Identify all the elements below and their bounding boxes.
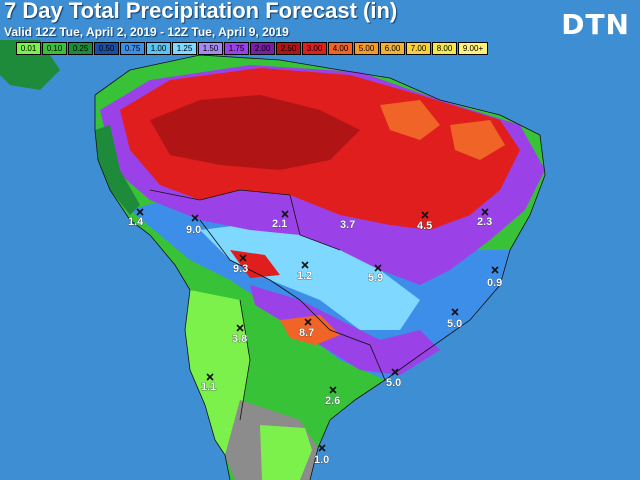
value-label: 1.2 (297, 270, 312, 282)
value-label: 9.3 (233, 263, 248, 275)
southeast-purple-zone (250, 285, 440, 375)
andes-light-zone (185, 290, 250, 455)
precip-legend: 0.01 0.10 0.25 0.50 0.75 1.00 1.25 1.50 1.75 2.00… (16, 42, 489, 55)
legend-swatch: 2.00 (250, 42, 275, 55)
value-label: 3.8 (232, 333, 247, 345)
orange-patch-north (380, 100, 440, 140)
value-label: 3.7 (340, 219, 355, 231)
country-borders (94, 54, 546, 480)
legend-swatch: 0.01 (16, 42, 41, 55)
legend-swatch: 9.00+ (458, 42, 488, 55)
legend-swatch: 1.50 (198, 42, 223, 55)
dark-red-zone (150, 95, 360, 170)
orange-patch-northeast (450, 120, 505, 160)
map-subtitle: Valid 12Z Tue, April 2, 2019 - 12Z Tue, … (4, 25, 289, 39)
value-label: 0.9 (487, 277, 502, 289)
value-label: 5.9 (368, 272, 383, 284)
value-label: 1.0 (314, 454, 329, 466)
value-label: 2.6 (325, 395, 340, 407)
value-label: 5.0 (386, 377, 401, 389)
legend-swatch: 3.00 (302, 42, 327, 55)
patagonia-light-zone (260, 425, 312, 480)
map-title: 7 Day Total Precipitation Forecast (in) (4, 0, 398, 23)
value-label: 8.7 (299, 327, 314, 339)
legend-swatch: 0.25 (68, 42, 93, 55)
legend-swatch: 6.00 (380, 42, 405, 55)
value-label: 2.3 (477, 216, 492, 228)
legend-swatch: 1.00 (146, 42, 171, 55)
legend-swatch: 2.50 (276, 42, 301, 55)
logo-text: DTN (561, 8, 630, 41)
value-label: 1.1 (201, 381, 216, 393)
value-label: 9.0 (186, 224, 201, 236)
value-label: 4.5 (417, 220, 432, 232)
value-markers (136, 208, 499, 452)
orange-patch-south (280, 315, 340, 345)
legend-swatch: 0.75 (120, 42, 145, 55)
legend-swatch: 1.75 (224, 42, 249, 55)
legend-swatch: 4.00 (328, 42, 353, 55)
legend-swatch: 8.00 (432, 42, 457, 55)
value-label: 5.0 (447, 318, 462, 330)
legend-swatch: 0.50 (94, 42, 119, 55)
legend-swatch: 7.00 (406, 42, 431, 55)
value-label: 2.1 (272, 218, 287, 230)
coastal-strip-west (95, 125, 140, 215)
light-blue-zone (200, 220, 420, 330)
value-label: 1.4 (128, 216, 144, 228)
legend-swatch: 5.00 (354, 42, 379, 55)
legend-swatch: 0.10 (42, 42, 67, 55)
value-labels: 1.4 9.0 2.1 3.7 4.5 2.3 9.3 1.2 5.9 0.9 … (128, 216, 503, 467)
legend-swatch: 1.25 (172, 42, 197, 55)
dtn-logo: DTN (561, 8, 630, 41)
